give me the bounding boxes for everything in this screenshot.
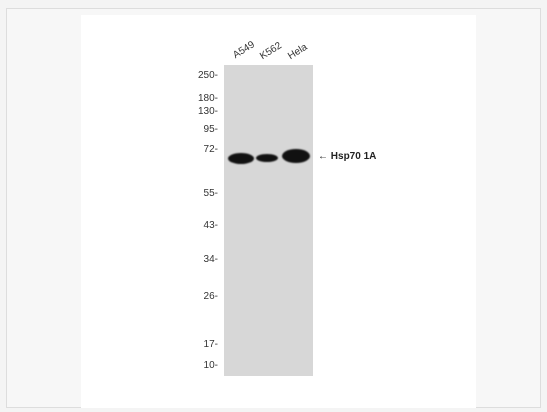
marker-250: 250- <box>197 70 218 81</box>
marker-17: 17- <box>203 339 218 350</box>
marker-55: 55- <box>203 188 218 199</box>
marker-95: 95- <box>203 124 218 135</box>
band-k562 <box>256 154 278 162</box>
marker-34: 34- <box>203 254 218 265</box>
marker-72: 72- <box>203 144 218 155</box>
protein-name: Hsp70 1A <box>330 151 377 162</box>
target-protein-label: ← Hsp70 1A <box>318 151 376 162</box>
marker-130: 130- <box>197 106 218 117</box>
marker-43: 43- <box>203 220 218 231</box>
marker-180: 180- <box>197 93 218 104</box>
marker-26: 26- <box>203 291 218 302</box>
marker-10: 10- <box>203 360 218 371</box>
band-hela <box>282 149 310 163</box>
western-blot-membrane <box>224 65 313 376</box>
band-a549 <box>228 153 254 164</box>
left-arrow-icon: ← <box>318 151 328 162</box>
